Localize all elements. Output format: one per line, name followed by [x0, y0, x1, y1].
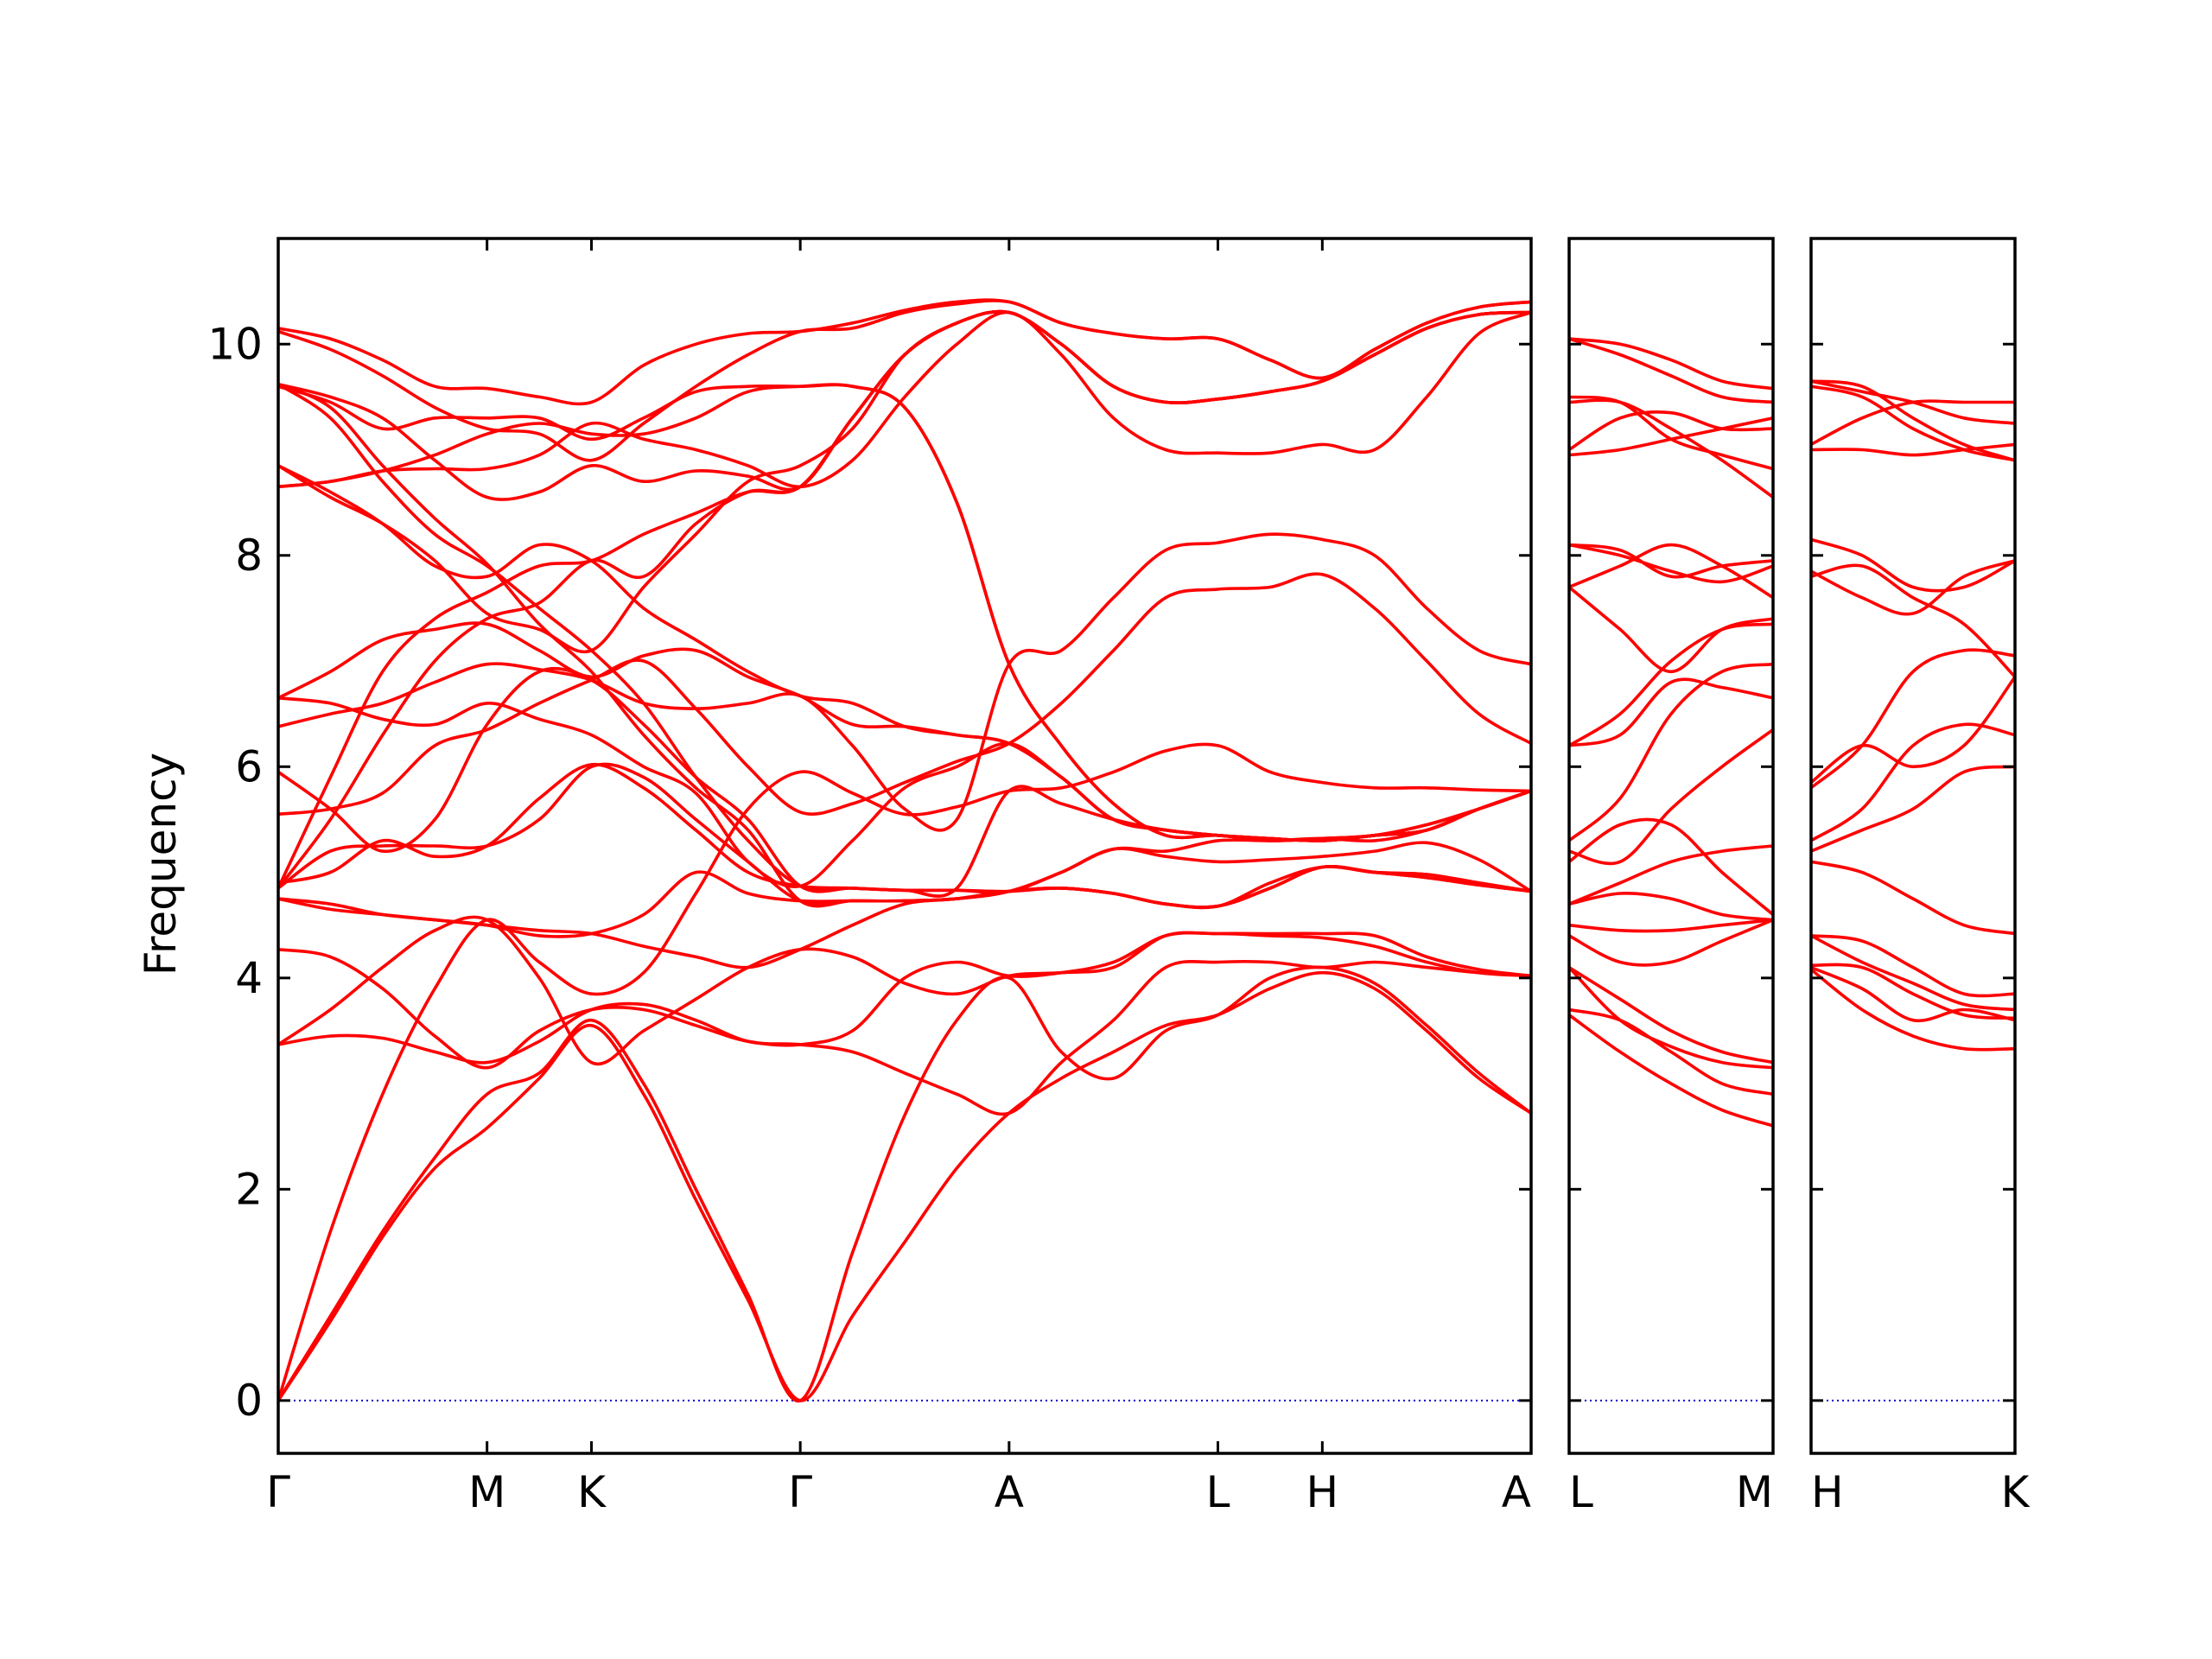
x-tick-label: L — [1206, 1467, 1230, 1517]
x-tick-label: A — [995, 1467, 1024, 1517]
panel-frame-2 — [1567, 237, 1775, 1455]
phonon-band-3-18 — [1811, 379, 2015, 425]
y-tick-label: 4 — [235, 953, 263, 1003]
y-tick-label: 0 — [235, 1376, 263, 1426]
phonon-band-1-5 — [278, 915, 1531, 1066]
phonon-band-1-13 — [278, 532, 1531, 832]
phonon-band-2-16 — [1569, 543, 1773, 579]
phonon-band-3-10 — [1811, 675, 2015, 785]
panel-frame-3 — [1809, 237, 2017, 1455]
phonon-band-1-12 — [278, 572, 1531, 817]
x-tick-label: M — [1736, 1467, 1773, 1517]
phonon-band-3-1 — [1811, 968, 2015, 1052]
phonon-band-2-14 — [1569, 585, 1773, 674]
phonon-band-2-21 — [1569, 395, 1773, 471]
x-tick-label: H — [1811, 1467, 1844, 1517]
band-panel-2 — [1569, 337, 1773, 1402]
phonon-band-1-26 — [278, 299, 1531, 462]
phonon-band-3-5 — [1811, 934, 2015, 998]
y-tick-label: 8 — [235, 531, 263, 581]
phonon-band-3-6 — [1811, 860, 2015, 936]
phonon-band-3-11 — [1811, 563, 2015, 679]
phonon-band-2-9 — [1569, 817, 1773, 917]
phonon-band-1-23 — [278, 382, 1531, 909]
phonon-band-2-12 — [1569, 677, 1773, 747]
phonon-band-3-15 — [1811, 399, 2015, 447]
phonon-band-2-6 — [1569, 918, 1773, 933]
phonon-band-3-13 — [1811, 537, 2015, 593]
phonon-band-3-16 — [1811, 385, 2015, 462]
phonon-band-2-11 — [1569, 662, 1773, 842]
phonon-band-1-4 — [278, 959, 1531, 1116]
phonon-band-2-13 — [1569, 622, 1773, 747]
phonon-band-3-4 — [1811, 934, 2015, 1012]
y-axis-label: Frequency — [136, 753, 186, 976]
phonon-band-1-25 — [278, 298, 1531, 406]
x-tick-label: Γ — [788, 1467, 812, 1517]
x-tick-label: K — [2001, 1467, 2031, 1517]
phonon-band-2-15 — [1569, 543, 1773, 600]
phonon-band-2-7 — [1569, 892, 1773, 922]
x-tick-label: M — [468, 1467, 505, 1517]
x-tick-label: A — [1502, 1467, 1531, 1517]
phonon-band-1-2 — [278, 965, 1531, 1402]
phonon-band-3-2 — [1811, 965, 2015, 1023]
phonon-band-3-17 — [1811, 379, 2015, 462]
phonon-band-2-3 — [1569, 965, 1773, 1070]
phonon-band-3-12 — [1811, 559, 2015, 616]
y-tick-label: 2 — [235, 1164, 263, 1214]
phonon-band-1-1 — [278, 970, 1531, 1402]
phonon-band-3-14 — [1811, 442, 2015, 457]
phonon-band-2-2 — [1569, 1007, 1773, 1096]
phonon-band-3-8 — [1811, 722, 2015, 842]
phonon-band-2-19 — [1569, 410, 1773, 452]
x-tick-label: H — [1306, 1467, 1339, 1517]
phonon-band-3-7 — [1811, 765, 2015, 853]
x-tick-label: K — [577, 1467, 607, 1517]
phonon-band-2-10 — [1569, 728, 1773, 866]
phonon-band-2-20 — [1569, 398, 1773, 499]
phonon-band-2-23 — [1569, 337, 1773, 391]
phonon-band-1-22 — [278, 382, 1531, 909]
phonon-band-2-22 — [1569, 337, 1773, 404]
phonon-band-1-21 — [278, 464, 1531, 842]
phonon-band-2-18 — [1569, 416, 1773, 457]
phonon-band-2-1 — [1569, 1013, 1773, 1128]
y-tick-label: 6 — [235, 741, 263, 791]
x-tick-label: L — [1569, 1467, 1593, 1517]
phonon-band-2-17 — [1569, 543, 1773, 584]
phonon-band-1-19 — [278, 310, 1531, 489]
y-tick-label: 10 — [207, 319, 263, 369]
phonon-band-1-24 — [278, 309, 1531, 501]
phonon-band-3-3 — [1811, 963, 2015, 1020]
band-panel-3 — [1811, 379, 2015, 1402]
phonon-band-3-9 — [1811, 648, 2015, 790]
phonon-band-2-5 — [1569, 918, 1773, 967]
phonon-band-1-6 — [278, 931, 1531, 1070]
phonon-band-1-3 — [278, 742, 1531, 1402]
x-tick-label: Γ — [266, 1467, 290, 1517]
panel-frame-1 — [276, 237, 1533, 1455]
phonon-band-1-27 — [278, 383, 1531, 842]
band-panel-1 — [278, 298, 1531, 1402]
phonon-band-2-8 — [1569, 844, 1773, 906]
phonon-band-2-4 — [1569, 965, 1773, 1065]
phonon-band-1-20 — [278, 383, 1531, 842]
